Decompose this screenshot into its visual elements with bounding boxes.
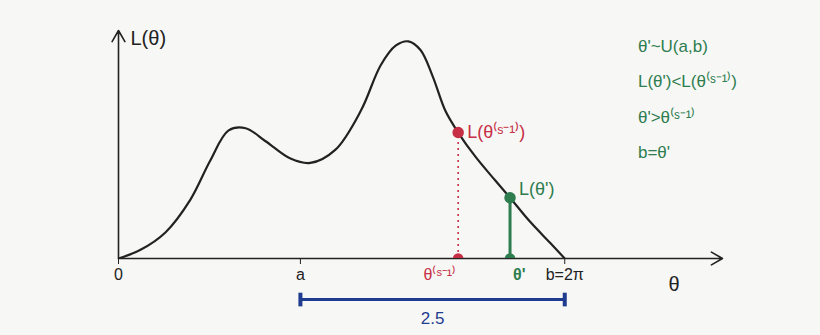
svg-text:a: a bbox=[296, 266, 305, 283]
svg-text:b=θ': b=θ' bbox=[638, 143, 670, 162]
svg-text:θ⁽ˢ⁻¹⁾: θ⁽ˢ⁻¹⁾ bbox=[423, 265, 456, 283]
svg-text:L(θ⁽ˢ⁻¹⁾): L(θ⁽ˢ⁻¹⁾) bbox=[467, 121, 525, 142]
svg-text:θ'~U(a,b): θ'~U(a,b) bbox=[638, 37, 708, 56]
svg-text:θ': θ' bbox=[513, 266, 525, 283]
svg-text:L(θ')<L(θ⁽ˢ⁻¹⁾): L(θ')<L(θ⁽ˢ⁻¹⁾) bbox=[638, 71, 737, 91]
svg-text:2.5: 2.5 bbox=[421, 309, 445, 328]
svg-text:b=2π: b=2π bbox=[546, 266, 584, 283]
svg-text:L(θ'): L(θ') bbox=[519, 179, 554, 199]
svg-text:0: 0 bbox=[114, 266, 123, 283]
svg-text:L(θ): L(θ) bbox=[131, 27, 167, 49]
svg-text:θ: θ bbox=[669, 273, 680, 295]
svg-text:θ'>θ⁽ˢ⁻¹⁾: θ'>θ⁽ˢ⁻¹⁾ bbox=[638, 107, 696, 127]
